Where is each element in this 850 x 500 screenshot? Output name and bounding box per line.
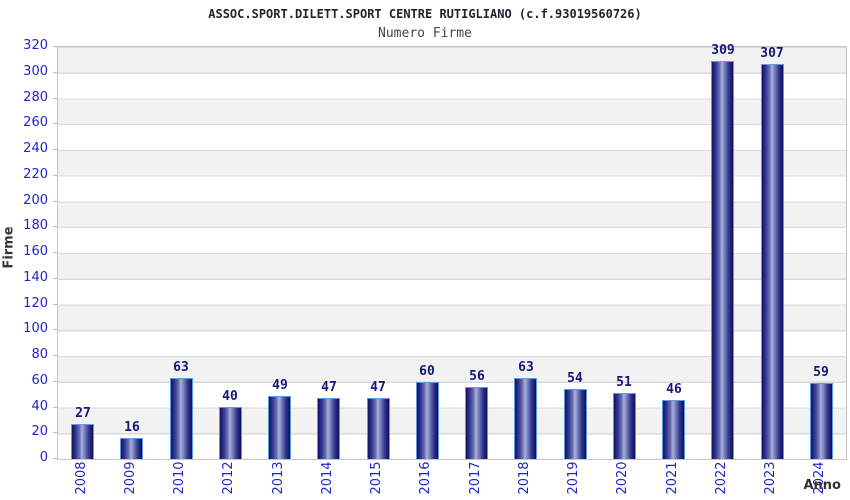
bar-value-label: 60: [419, 364, 435, 379]
y-tick-label: 220: [23, 166, 48, 182]
y-tick-mark: [53, 277, 57, 279]
bar: [465, 387, 488, 459]
bar: [317, 398, 340, 459]
bar-value-label: 47: [370, 380, 386, 395]
bar-value-label: 54: [567, 371, 583, 386]
x-tick-label: 2013: [271, 461, 286, 495]
x-tick-label: 2023: [763, 461, 778, 495]
bar-value-label: 40: [222, 389, 238, 404]
y-tick-mark: [53, 329, 57, 331]
y-tick-mark: [53, 200, 57, 202]
y-tick-mark: [53, 355, 57, 356]
y-tick-mark: [53, 406, 57, 408]
bar: [662, 400, 685, 459]
y-tick-mark: [53, 46, 57, 47]
x-tick-label: 2020: [615, 461, 630, 495]
y-tick-mark: [53, 458, 57, 459]
bar: [170, 378, 193, 459]
bar: [810, 383, 833, 459]
bar: [416, 382, 439, 459]
x-tick-label: 2015: [369, 461, 384, 495]
bar: [219, 407, 242, 459]
y-tick-mark: [53, 71, 57, 73]
x-tick-label: 2012: [221, 461, 236, 495]
bar-value-label: 63: [173, 360, 189, 375]
bar-value-label: 56: [469, 369, 485, 384]
y-tick-label: 60: [31, 372, 48, 388]
x-tick-label: 2017: [468, 461, 483, 495]
x-tick-label: 2022: [714, 461, 729, 495]
bar-value-label: 27: [75, 406, 91, 421]
y-tick-mark: [53, 432, 57, 434]
bar: [711, 61, 734, 459]
x-tick-label: 2018: [517, 461, 532, 495]
y-tick-mark: [53, 226, 57, 228]
x-tick-label: 2021: [665, 461, 680, 495]
x-tick-label: 2009: [123, 461, 138, 495]
x-tick-label: 2014: [320, 461, 335, 495]
y-tick-mark: [53, 252, 57, 253]
y-tick-label: 80: [31, 347, 48, 362]
y-tick-label: 140: [23, 269, 48, 285]
y-tick-label: 280: [23, 89, 48, 105]
bar-value-label: 309: [711, 43, 735, 58]
x-tick-label: 2010: [172, 461, 187, 495]
y-tick-mark: [53, 123, 57, 125]
x-tick-label: 2019: [566, 461, 581, 495]
bar: [514, 378, 537, 459]
y-tick-label: 40: [31, 398, 48, 414]
y-tick-label: 160: [23, 244, 48, 259]
bar-value-label: 59: [813, 365, 829, 380]
y-tick-label: 20: [31, 424, 48, 440]
y-tick-label: 0: [39, 450, 48, 465]
y-tick-mark: [53, 303, 57, 305]
x-tick-label: 2016: [418, 461, 433, 495]
y-tick-mark: [53, 174, 57, 176]
x-tick-label: 2008: [74, 461, 89, 495]
plot-area: 27 16 63 40 49 47 47 60 56 63 54 51 46 309 307 59: [57, 43, 847, 460]
bar-value-label: 49: [272, 378, 288, 393]
bar: [761, 64, 784, 459]
bar: [120, 438, 143, 459]
y-tick-label: 260: [23, 115, 48, 131]
y-tick-label: 200: [23, 192, 48, 208]
y-tick-label: 300: [23, 63, 48, 79]
y-tick-label: 320: [23, 38, 48, 53]
y-tick-label: 100: [23, 321, 48, 337]
y-tick-label: 240: [23, 141, 48, 156]
bar: [71, 424, 94, 459]
bar: [613, 393, 636, 459]
y-tick-mark: [53, 149, 57, 150]
bar-value-label: 51: [616, 375, 632, 390]
chart-title: ASSOC.SPORT.DILETT.SPORT CENTRE RUTIGLIA…: [208, 7, 642, 21]
bar: [367, 398, 390, 459]
bar-value-label: 47: [321, 380, 337, 395]
bar-value-label: 307: [760, 46, 784, 61]
bar-value-label: 46: [666, 382, 682, 397]
bar-value-label: 16: [124, 420, 140, 435]
y-tick-mark: [53, 380, 57, 382]
y-tick-label: 120: [23, 295, 48, 311]
bar-value-label: 63: [518, 360, 534, 375]
y-tick-label: 180: [23, 218, 48, 234]
bar: [268, 396, 291, 459]
bar: [564, 389, 587, 459]
x-axis-title: Anno: [803, 478, 841, 493]
chart-subtitle: Numero Firme: [378, 26, 472, 41]
y-tick-mark: [53, 97, 57, 99]
